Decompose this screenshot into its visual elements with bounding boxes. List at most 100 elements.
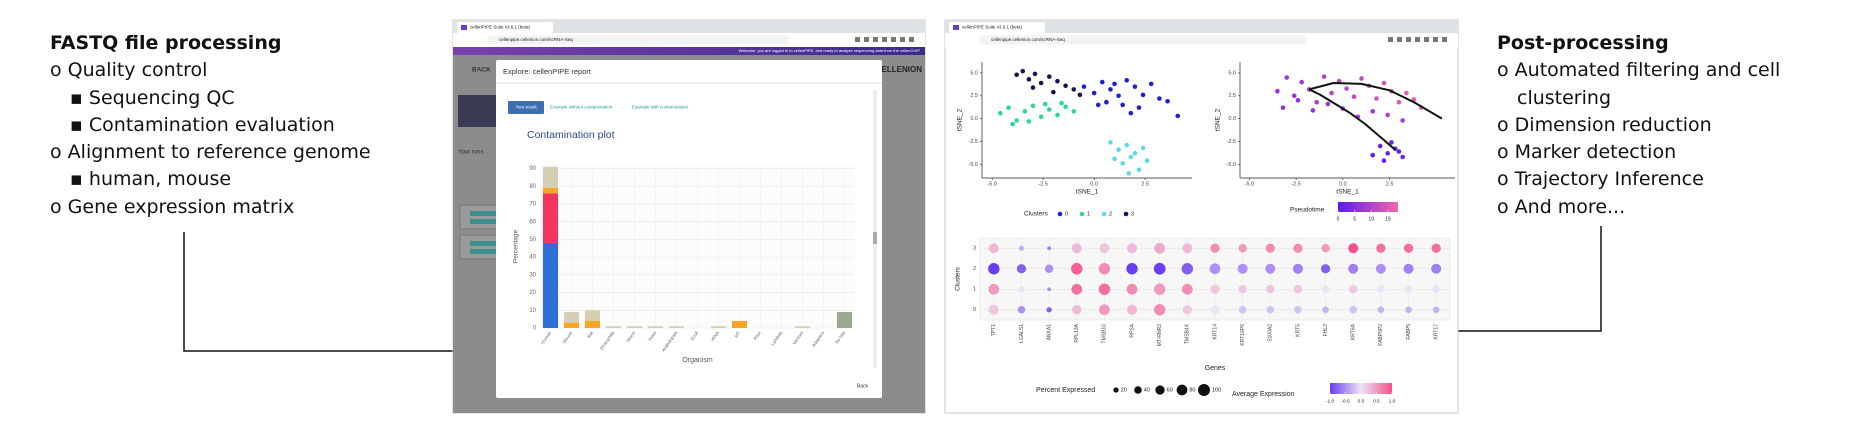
x-tick-label: KRT5	[1295, 324, 1301, 337]
point	[1124, 77, 1130, 83]
x-tick-label: S100A2	[1268, 324, 1274, 342]
list-item: o Dimension reduction	[1497, 113, 1712, 136]
color-legend	[1330, 383, 1392, 394]
x-tick-label: KRT16P6	[1240, 324, 1246, 346]
tab-bar	[453, 20, 925, 33]
x-tick-label: RPSA	[1129, 323, 1135, 337]
dot	[1047, 287, 1052, 292]
y-tick-label: 10	[529, 308, 536, 314]
point	[1157, 96, 1162, 101]
point	[1116, 147, 1121, 152]
banner-text: Welcome, you are logged in to cellenPIPE…	[739, 48, 921, 53]
x-tick-label: TMSB4X	[1185, 323, 1191, 344]
legend-label: 3	[1131, 211, 1134, 217]
modal-title: Explore: cellenPIPE report	[503, 67, 592, 76]
dot	[1348, 243, 1359, 254]
size-legend-label: 80	[1189, 387, 1195, 393]
dot	[1099, 243, 1110, 254]
x-tick-label: Yeast	[647, 330, 658, 343]
dot	[1210, 284, 1220, 294]
tab-icon	[953, 25, 959, 30]
dot	[1432, 285, 1440, 294]
dot	[1431, 243, 1441, 253]
dot	[1126, 283, 1138, 295]
bar-segment	[584, 320, 601, 328]
colorbar-label: 0	[1337, 216, 1340, 222]
colorbar-title: Pseudotime	[1290, 207, 1325, 214]
bar-segment	[731, 320, 748, 328]
logo: CELLENION	[876, 65, 922, 74]
point	[1370, 109, 1376, 114]
run-button	[470, 211, 496, 216]
list-title: Post-processing	[1497, 32, 1669, 54]
dot	[1210, 243, 1220, 253]
bar-segment	[542, 188, 559, 194]
bar-segment	[563, 322, 580, 328]
x-tick-label: KRT14	[1212, 324, 1218, 340]
point	[1381, 80, 1387, 86]
dot	[1016, 264, 1027, 274]
x-tick-label: 2.5	[1386, 181, 1394, 187]
dot	[1153, 262, 1166, 275]
dot	[1294, 305, 1302, 314]
dot	[1349, 305, 1358, 314]
point	[1030, 85, 1036, 90]
point	[1165, 98, 1170, 104]
point	[998, 110, 1003, 116]
y-tick-label: 40	[529, 255, 536, 261]
dot	[988, 304, 999, 315]
list-subitem: ▪ Contamination evaluation	[70, 113, 335, 136]
bar-segment	[542, 193, 559, 243]
dot	[1209, 263, 1221, 275]
url: cellenpipe.cellenion.com/scRNA-Seq	[499, 37, 573, 42]
point	[1022, 109, 1028, 114]
dot	[1375, 263, 1386, 274]
y-tick-label: -5.0	[1227, 162, 1236, 168]
point	[1124, 142, 1130, 148]
dot	[1403, 263, 1414, 274]
y-tick-label: 90	[529, 166, 536, 172]
dot	[1018, 285, 1025, 293]
dot	[1405, 306, 1412, 314]
dot	[988, 283, 1000, 295]
point	[1144, 158, 1150, 163]
point	[1140, 145, 1146, 151]
dot	[1071, 263, 1083, 275]
list-title: FASTQ file processing	[50, 32, 282, 54]
bar-segment	[584, 310, 601, 321]
point	[1055, 112, 1060, 118]
bar-segment	[626, 326, 643, 328]
dot	[1072, 305, 1082, 315]
x-axis-label: Organism	[682, 357, 713, 364]
point	[1385, 151, 1390, 156]
toolbar-icon	[1442, 37, 1447, 42]
point	[1275, 88, 1280, 94]
toolbar-icon	[855, 37, 860, 42]
scroll-thumb	[873, 232, 877, 244]
y-axis-label: Percentage	[513, 229, 520, 263]
legend-label: 1	[1087, 211, 1090, 217]
size-legend-label: 20	[1121, 387, 1127, 393]
tab-button	[508, 101, 544, 114]
point	[1108, 140, 1113, 145]
x-tick-label: MT-RNR2	[1157, 324, 1163, 346]
x-tick-label: 2.5	[1141, 181, 1149, 187]
bar-segment	[605, 326, 622, 328]
size-legend-dot	[1134, 386, 1142, 394]
point	[1128, 110, 1134, 116]
list-item: o And more...	[1497, 195, 1626, 218]
color-legend-label: -0.5	[1341, 398, 1350, 404]
dot	[1044, 264, 1054, 273]
toolbar-icon	[1397, 37, 1402, 42]
trajectory	[1308, 82, 1443, 120]
dot	[1154, 242, 1166, 254]
dot	[1046, 307, 1052, 313]
x-tick-label: Ecoli	[690, 330, 700, 341]
point	[1291, 93, 1297, 99]
point	[1280, 105, 1286, 110]
point	[1108, 87, 1113, 92]
point	[1095, 102, 1101, 108]
point	[1099, 79, 1105, 85]
dot	[1377, 306, 1385, 314]
